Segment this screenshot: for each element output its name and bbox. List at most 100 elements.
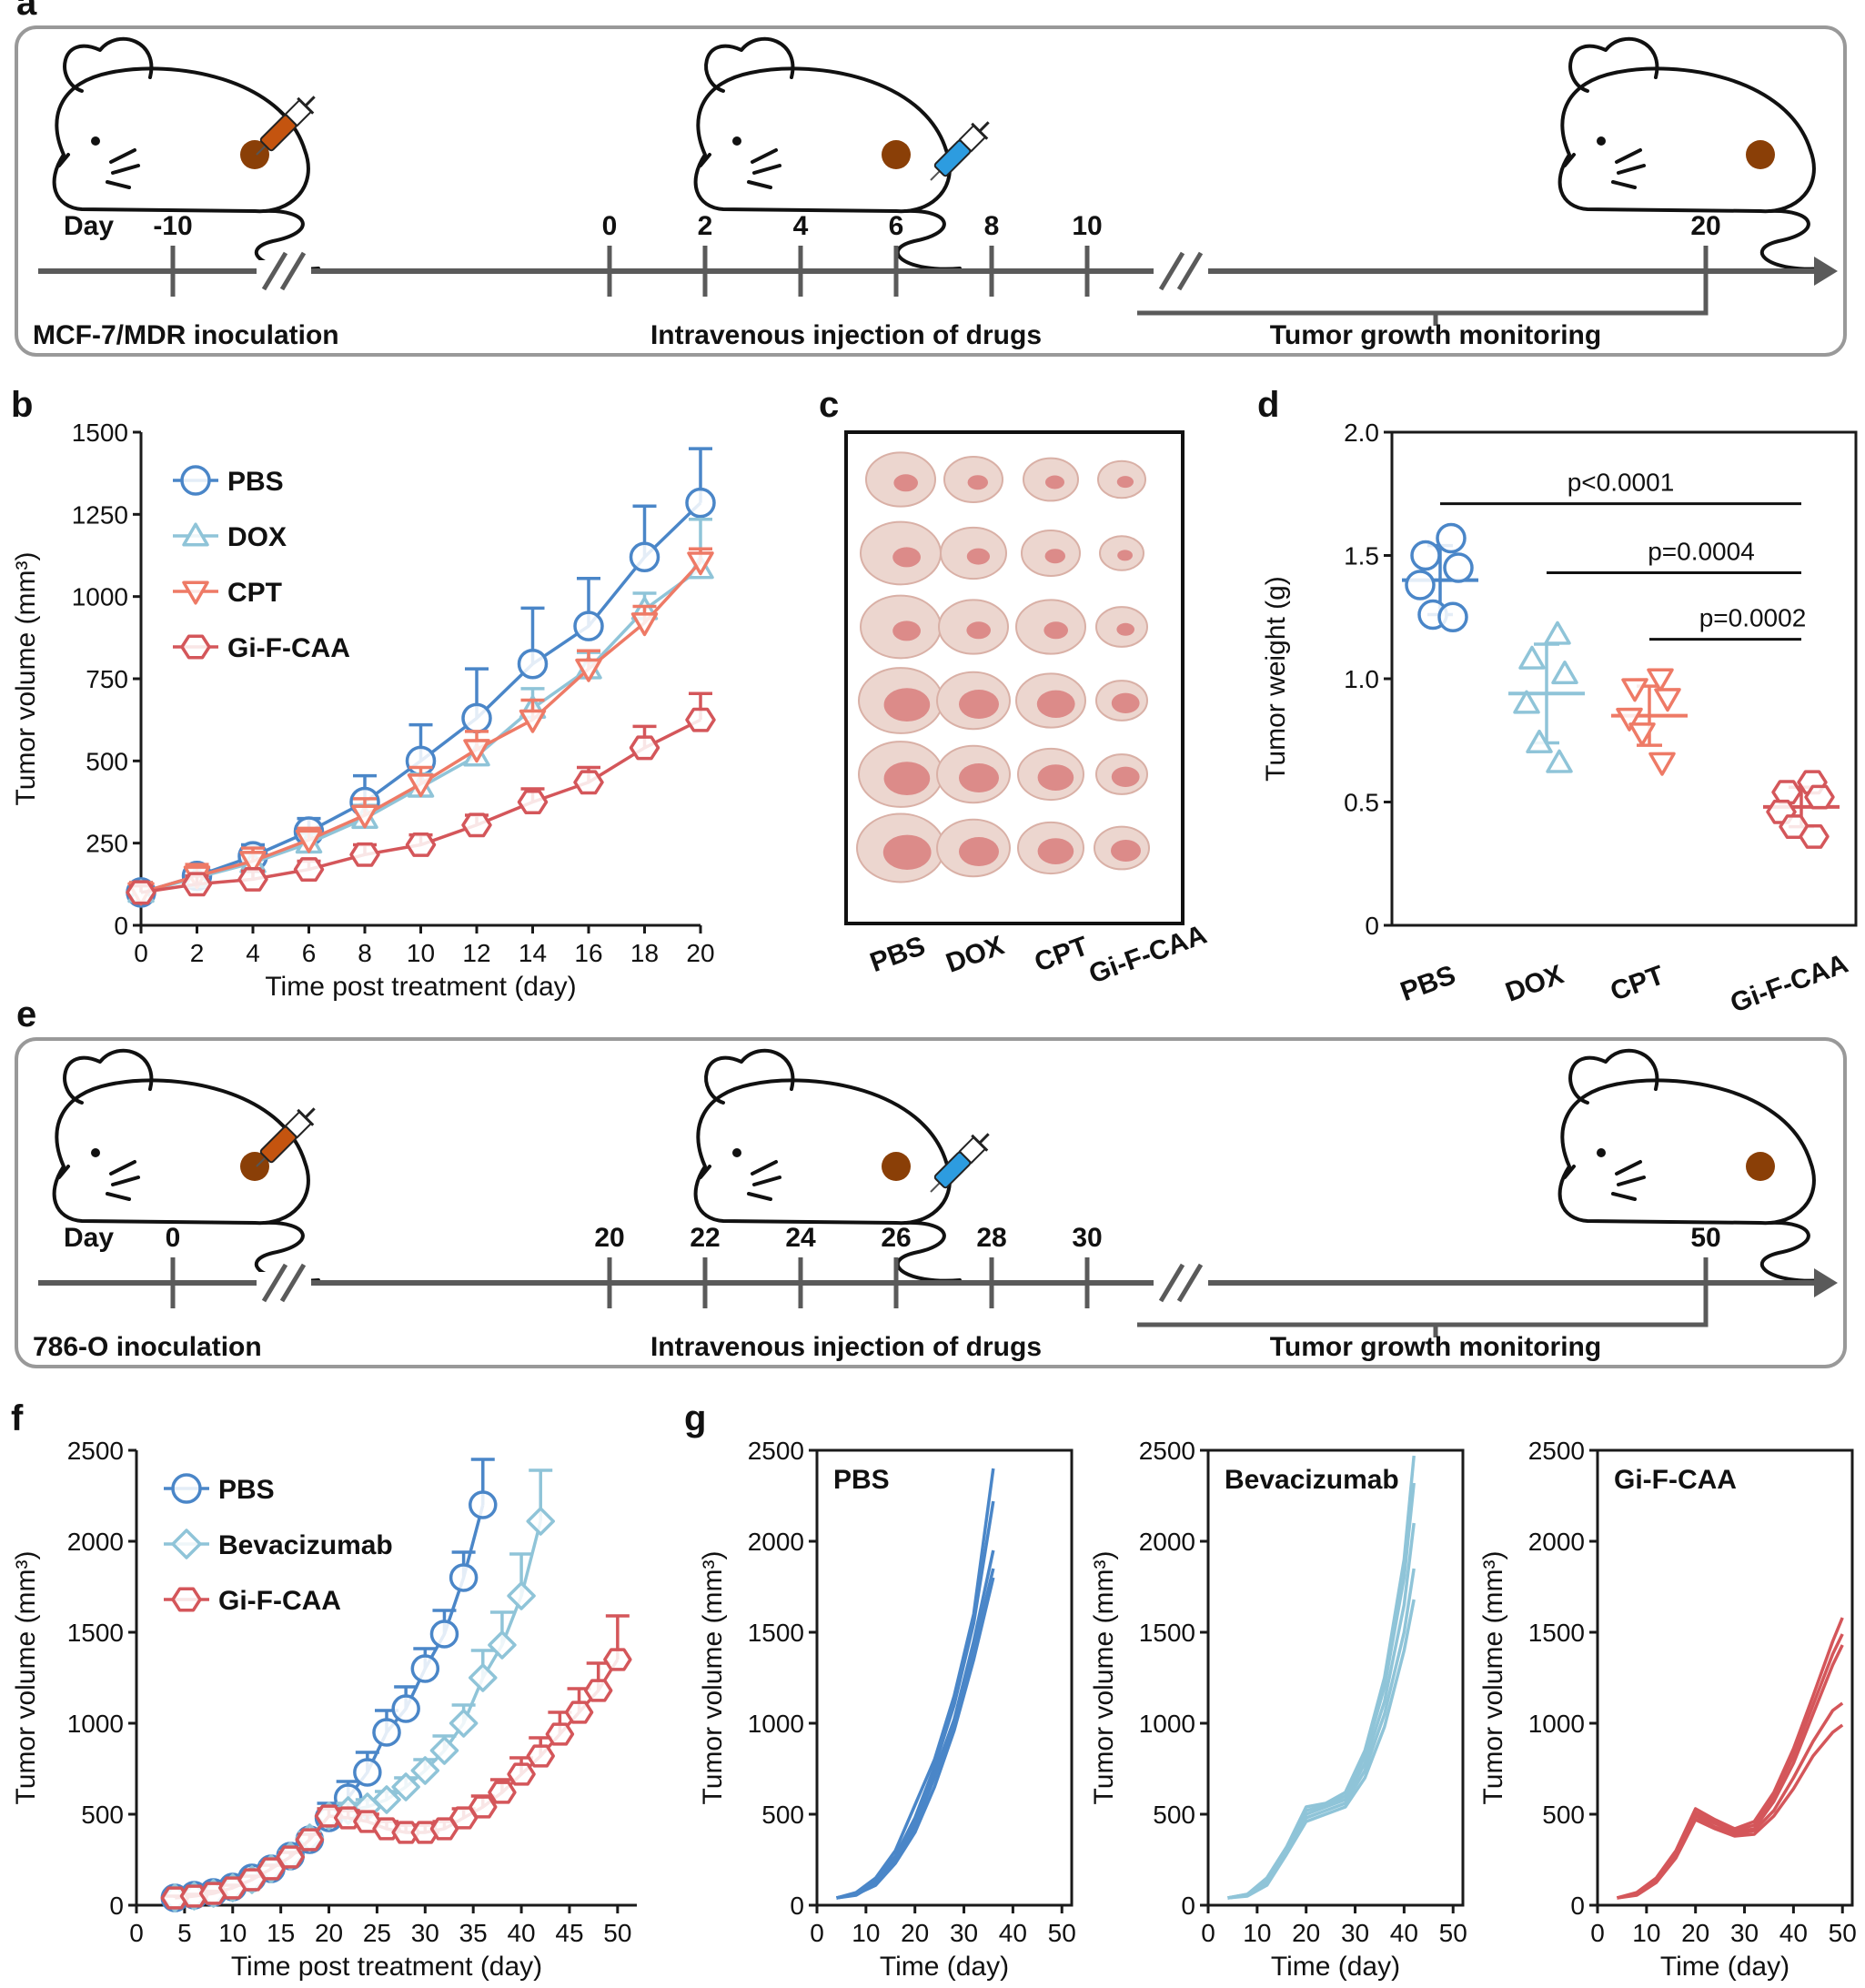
data-point [1443,552,1474,583]
axis-break-gap [1154,260,1208,282]
data-point [410,1756,440,1785]
data-point [391,1821,420,1844]
mouse-whiskers [1611,148,1646,189]
timeline-tick-label: 10 [1072,211,1102,241]
individual-curve [1617,1701,1844,1900]
mouse-outline [63,36,154,93]
x-tick-label: 50 [603,1919,631,1947]
x-tick-label: 12 [462,939,490,967]
mouse-outline [704,36,795,93]
tumor-sample [883,688,931,722]
y-axis-title: Tumor volume (mm³) [11,1551,41,1805]
data-point [461,812,492,838]
syringe-icon [930,1133,990,1193]
axis-break-gap [257,1272,311,1294]
tumor-sample [959,690,999,719]
y-tick-label: 1500 [1528,1619,1585,1647]
data-point [276,1845,305,1869]
mouse-whiskers [1611,1160,1646,1201]
individual-curve [836,1577,995,1900]
y-axis-title: Tumor weight (g) [1261,576,1291,782]
mouse-outline [1568,1048,1659,1105]
mouse-eye [1597,136,1606,146]
chart-panel-f: f 0 500 1000 1500 2000 2500 0 5 10 15 20 25 30 35 40 45 5… [11,1398,637,1982]
series-gi-f-caa [160,1614,632,1910]
panel-label: g [684,1398,706,1438]
y-tick-label: 1500 [67,1619,124,1647]
y-tick-label: 0 [1570,1892,1585,1920]
x-tick-label: 5 [177,1919,192,1947]
x-tick-label: 14 [519,939,547,967]
axis-break [261,1263,288,1303]
x-tick-label: 40 [999,1919,1027,1947]
legend-marker [180,465,211,496]
tumor-sample [1044,549,1066,564]
y-tick-label: 1500 [72,419,128,447]
data-point [237,866,268,892]
y-tick-label: 2500 [1139,1437,1195,1465]
y-tick-label: 0.5 [1344,789,1379,817]
tumor-sample [1111,766,1140,787]
individual-curve [1617,1723,1844,1900]
x-tick-label: 30 [1730,1919,1759,1947]
tumor-sample [1116,622,1134,636]
data-point [526,1744,555,1768]
y-tick-label: 500 [1153,1801,1195,1829]
mouse-nose [699,1165,711,1179]
subplot-gi-f-caa: 0 500 1000 1500 2000 2500 0 10 20 30 40 50 Time (day… [1478,1437,1857,1982]
data-point [449,1709,479,1738]
y-tick-label: 2.0 [1344,419,1379,447]
timeline-tick-label: 22 [690,1223,720,1253]
category-label: CPT [1607,960,1668,1007]
x-tick-label: 8 [358,939,372,967]
data-point [407,773,435,798]
data-point [685,487,716,519]
x-tick-label: 0 [1590,1919,1605,1947]
tumor-sample [892,621,921,641]
p-value-label: p<0.0001 [1568,469,1675,497]
axis-break [279,251,307,291]
data-point [507,1581,536,1610]
data-point [126,880,156,905]
tumor-sample [893,474,918,492]
axis-frame [1596,1448,1854,1907]
subplot-bevacizumab: 0 500 1000 1500 2000 2500 0 10 20 30 40 50 Time (day… [1089,1437,1467,1982]
data-point [526,1507,555,1536]
group-dox [1508,621,1585,773]
mouse-whiskers [747,1160,781,1201]
y-tick-label: 0 [109,1892,124,1920]
data-point [519,709,547,733]
syringe-icon [256,96,316,156]
panel-label: e [16,994,36,1034]
mouse-tail [895,208,962,271]
legend-marker [171,1587,202,1612]
tumor-sample [1037,838,1074,864]
data-point [1410,540,1441,571]
x-tick-label: 18 [630,939,659,967]
x-tick-label: 45 [555,1919,583,1947]
tumor-sample [892,547,921,568]
data-point [507,1762,536,1786]
individual-curve [1617,1617,1844,1900]
syringe-flange [297,1108,315,1126]
category-label: PBS [1396,960,1459,1007]
caption-inoculation: MCF-7/MDR inoculation [33,320,339,350]
tumor-sample [967,475,989,490]
series-gi-f-caa [126,691,716,905]
axis-break [1158,251,1185,291]
axis-break-gap [1154,1272,1208,1294]
timeline-panel-a: a -10 0 2 4 6 8 10 20 Day MCF-7/MDR inoculation Int… [15,0,1847,357]
y-tick-label: 0 [790,1892,804,1920]
timeline-panel-e: e 0 20 22 24 26 28 30 50 Day 786-O inoculation Intr… [15,994,1847,1368]
caption-injection: Intravenous injection of drugs [650,1332,1042,1362]
data-point [372,1718,401,1747]
timeline-tick-label: 2 [698,211,713,241]
tumor-sample [1043,621,1068,640]
timeline-tick-label: -10 [153,211,192,241]
data-point [391,1772,420,1801]
y-tick-label: 500 [81,1801,124,1829]
data-point [429,1620,459,1649]
x-tick-label: 0 [1201,1919,1215,1947]
y-axis-title: Tumor volume (mm³) [1478,1551,1508,1805]
data-point [687,551,714,576]
